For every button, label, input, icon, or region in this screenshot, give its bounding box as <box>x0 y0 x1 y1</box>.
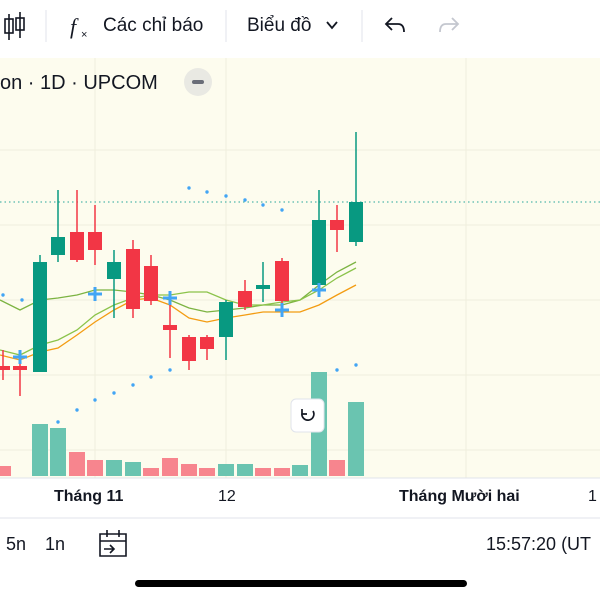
candle-body <box>182 337 196 361</box>
reset-button[interactable] <box>290 398 325 433</box>
sar-dot <box>205 190 209 194</box>
volume-bar <box>218 464 234 476</box>
goto-date[interactable] <box>99 530 127 557</box>
candle-body <box>144 266 158 301</box>
reset-icon <box>301 409 315 421</box>
candle-body <box>0 366 10 370</box>
sar-dot <box>1 293 5 297</box>
volume-bar <box>106 460 122 476</box>
sar-dot <box>131 383 135 387</box>
volume-bar <box>348 402 364 476</box>
collapse-icon <box>192 80 204 84</box>
indicators-button[interactable]: Các chỉ báo <box>103 15 204 36</box>
clock: 15:57:20 (UT <box>486 534 592 554</box>
volume-bar <box>255 468 271 476</box>
candle-body <box>275 261 289 301</box>
x-label: 12 <box>218 488 236 505</box>
ma-line <box>0 267 357 356</box>
x-label: 1 <box>588 488 597 505</box>
x-label: Tháng 11 <box>54 488 124 505</box>
volume-bar <box>162 458 178 476</box>
fx-icon: × <box>81 29 87 41</box>
undo[interactable] <box>384 17 405 33</box>
volume-bar <box>181 464 197 476</box>
symbol-info: on · 1D · UPCOM <box>0 72 158 94</box>
volume-bar <box>87 460 103 476</box>
sar-dot <box>187 186 191 190</box>
volume-bar <box>0 466 11 476</box>
sar-dot <box>93 398 97 402</box>
volume-bar <box>32 424 48 476</box>
candle-icon[interactable] <box>4 12 25 40</box>
sar-dot <box>354 363 358 367</box>
volume-bar <box>199 468 215 476</box>
candle-body <box>200 337 214 349</box>
chart-type-button[interactable]: Biểu đồ <box>247 15 312 36</box>
sar-dot <box>56 420 60 424</box>
volume-bar <box>50 428 66 476</box>
range-button[interactable]: 5n <box>6 534 27 554</box>
sar-dot <box>168 368 172 372</box>
candles <box>0 132 363 396</box>
candle-body <box>88 232 102 250</box>
candle-body <box>163 325 177 330</box>
sar-dot <box>280 208 284 212</box>
candle-body <box>330 220 344 230</box>
ma-line <box>0 284 357 361</box>
candle-body <box>33 262 47 372</box>
candle-body <box>51 237 65 255</box>
volume-bar <box>329 460 345 476</box>
home-indicator <box>135 580 467 587</box>
sar-dot <box>335 368 339 372</box>
volume-bar <box>237 464 253 476</box>
candle-body <box>238 291 252 307</box>
sar-dot <box>243 198 247 202</box>
grid <box>0 58 600 478</box>
candle-body <box>70 232 84 260</box>
volume <box>0 372 364 476</box>
sar-dot <box>224 194 228 198</box>
dropdown-caret[interactable] <box>326 21 338 30</box>
range-button[interactable]: 1n <box>45 534 66 554</box>
candle-body <box>312 220 326 285</box>
candle-body <box>256 285 270 289</box>
x-label: Tháng Mười hai <box>399 488 520 505</box>
candle-body <box>13 366 27 370</box>
sar-dot <box>75 408 79 412</box>
fx-icon[interactable]: f <box>70 14 79 39</box>
volume-bar <box>274 468 290 476</box>
candle-body <box>107 262 121 279</box>
candle-body <box>219 302 233 337</box>
candle-body <box>349 202 363 242</box>
candle-body <box>126 249 140 309</box>
volume-bar <box>143 468 159 476</box>
cross-markers <box>13 283 326 364</box>
sar-dot <box>20 298 24 302</box>
sar-dot <box>149 375 153 379</box>
sar-dot <box>261 203 265 207</box>
volume-bar <box>292 465 308 476</box>
volume-bar <box>69 452 85 476</box>
sar-dot <box>112 391 116 395</box>
sar-dots <box>1 186 358 424</box>
volume-bar <box>125 462 141 476</box>
redo[interactable] <box>439 17 460 33</box>
